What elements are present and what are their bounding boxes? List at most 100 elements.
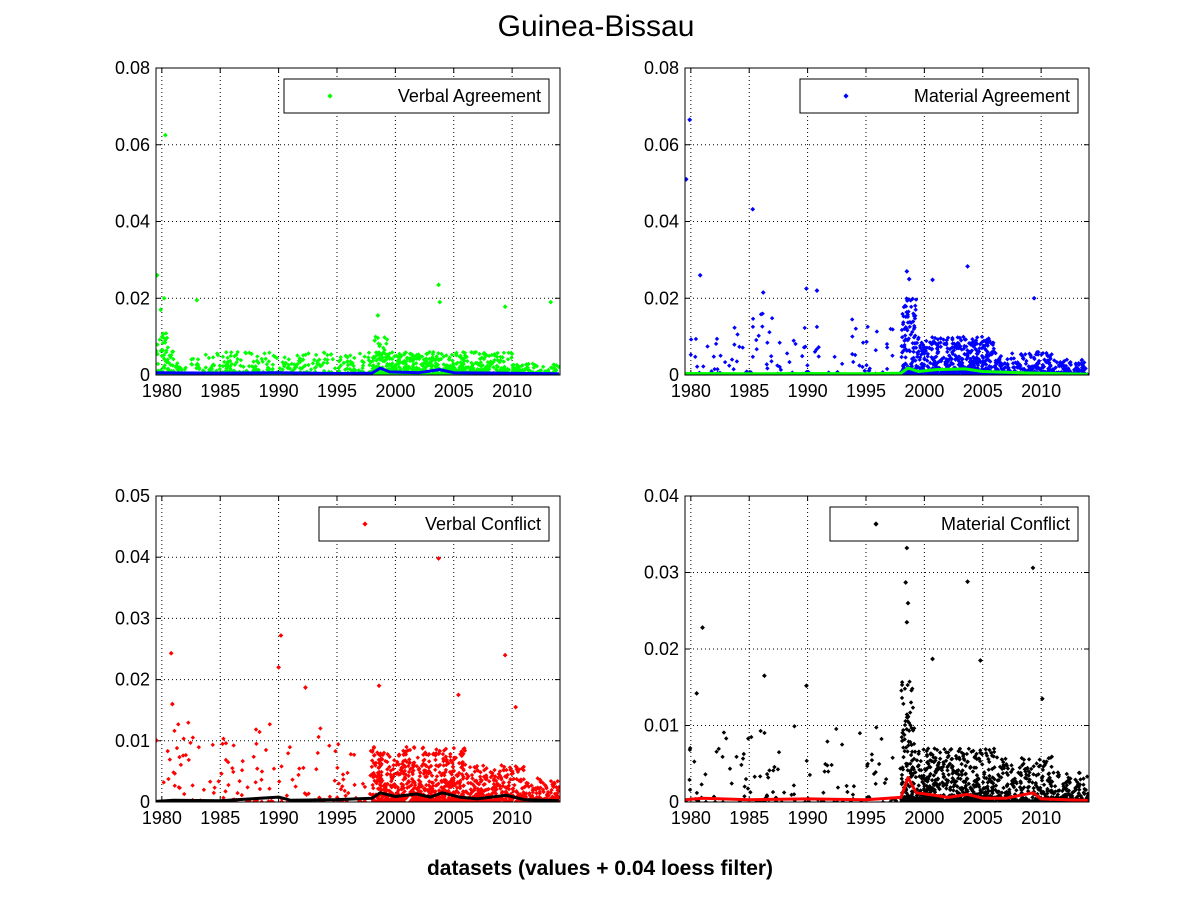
data-point xyxy=(962,343,967,349)
data-point xyxy=(923,796,928,801)
data-point xyxy=(986,756,991,762)
data-point xyxy=(905,714,911,719)
data-point xyxy=(293,784,298,789)
data-point xyxy=(900,335,905,340)
data-point xyxy=(763,795,768,801)
data-point xyxy=(475,780,480,786)
data-point xyxy=(169,701,175,707)
data-point xyxy=(407,747,413,753)
data-point xyxy=(279,764,284,769)
data-point xyxy=(221,795,226,800)
data-point xyxy=(385,354,390,359)
data-point xyxy=(332,778,337,783)
data-point xyxy=(742,784,747,789)
data-point xyxy=(412,785,417,790)
data-point xyxy=(537,777,543,783)
data-point xyxy=(910,359,916,364)
data-point xyxy=(395,790,400,795)
data-point xyxy=(465,791,470,796)
data-point xyxy=(464,354,469,360)
data-point xyxy=(525,367,531,373)
data-point xyxy=(380,372,386,375)
data-point xyxy=(712,799,718,802)
data-point xyxy=(448,758,453,763)
data-point xyxy=(459,753,464,759)
data-point xyxy=(951,788,956,793)
data-point xyxy=(413,795,419,800)
data-point xyxy=(904,326,910,332)
data-point xyxy=(963,372,969,375)
x-tick-label: 2005 xyxy=(434,808,474,828)
data-point xyxy=(979,364,985,369)
data-point xyxy=(254,741,259,747)
data-point xyxy=(297,360,303,365)
data-point xyxy=(925,797,931,802)
data-point xyxy=(464,771,469,777)
data-point xyxy=(910,705,916,710)
data-point xyxy=(933,780,938,785)
data-point xyxy=(982,346,988,352)
data-point xyxy=(1010,361,1016,366)
x-tick-label: 1990 xyxy=(259,381,299,401)
data-point xyxy=(770,789,776,795)
data-point xyxy=(893,798,899,802)
data-point xyxy=(937,782,942,787)
data-point xyxy=(472,794,477,799)
data-point xyxy=(383,784,388,790)
data-point xyxy=(387,764,392,770)
data-point xyxy=(764,793,770,798)
data-point xyxy=(970,337,975,342)
data-point xyxy=(416,789,422,794)
data-point xyxy=(203,352,208,357)
data-point xyxy=(403,750,408,756)
data-point xyxy=(916,749,922,754)
data-point xyxy=(470,782,476,787)
data-point xyxy=(292,362,297,367)
data-point xyxy=(285,751,291,756)
data-point xyxy=(526,361,531,367)
data-point xyxy=(873,769,878,775)
x-tick-label: 2010 xyxy=(492,381,532,401)
x-tick-label: 2000 xyxy=(375,381,415,401)
data-point xyxy=(228,353,233,359)
data-point xyxy=(908,771,913,776)
data-point xyxy=(510,786,515,792)
data-point xyxy=(1027,351,1032,356)
data-point xyxy=(548,778,554,784)
data-point xyxy=(398,771,403,777)
data-point xyxy=(239,792,245,798)
data-point xyxy=(358,799,363,802)
data-point xyxy=(306,791,311,796)
data-point xyxy=(272,354,278,359)
data-point xyxy=(1061,359,1066,365)
data-point xyxy=(961,334,966,340)
figure-title: Guinea-Bissau xyxy=(498,10,695,43)
data-point xyxy=(929,778,935,783)
data-points xyxy=(156,556,560,802)
axes-frame xyxy=(684,67,1090,376)
data-point xyxy=(234,360,239,365)
data-point xyxy=(156,272,160,278)
data-point xyxy=(374,774,379,780)
data-point xyxy=(451,745,457,751)
data-point xyxy=(1040,365,1046,370)
data-point xyxy=(697,272,703,278)
x-tick-label: 1995 xyxy=(317,808,357,828)
data-point xyxy=(238,357,244,363)
data-point xyxy=(477,351,482,357)
data-point xyxy=(453,796,459,802)
data-point xyxy=(965,759,970,765)
data-point xyxy=(513,704,519,710)
data-point xyxy=(162,336,168,341)
data-point xyxy=(692,759,697,764)
data-point xyxy=(718,353,723,358)
data-point xyxy=(991,346,996,351)
x-tick-label: 2000 xyxy=(904,808,944,828)
data-point xyxy=(402,789,407,794)
y-tick-label: 0 xyxy=(669,792,679,812)
data-point xyxy=(384,797,390,802)
data-point xyxy=(426,759,432,764)
data-point xyxy=(322,357,328,362)
data-point xyxy=(902,344,907,349)
data-point xyxy=(530,787,535,793)
